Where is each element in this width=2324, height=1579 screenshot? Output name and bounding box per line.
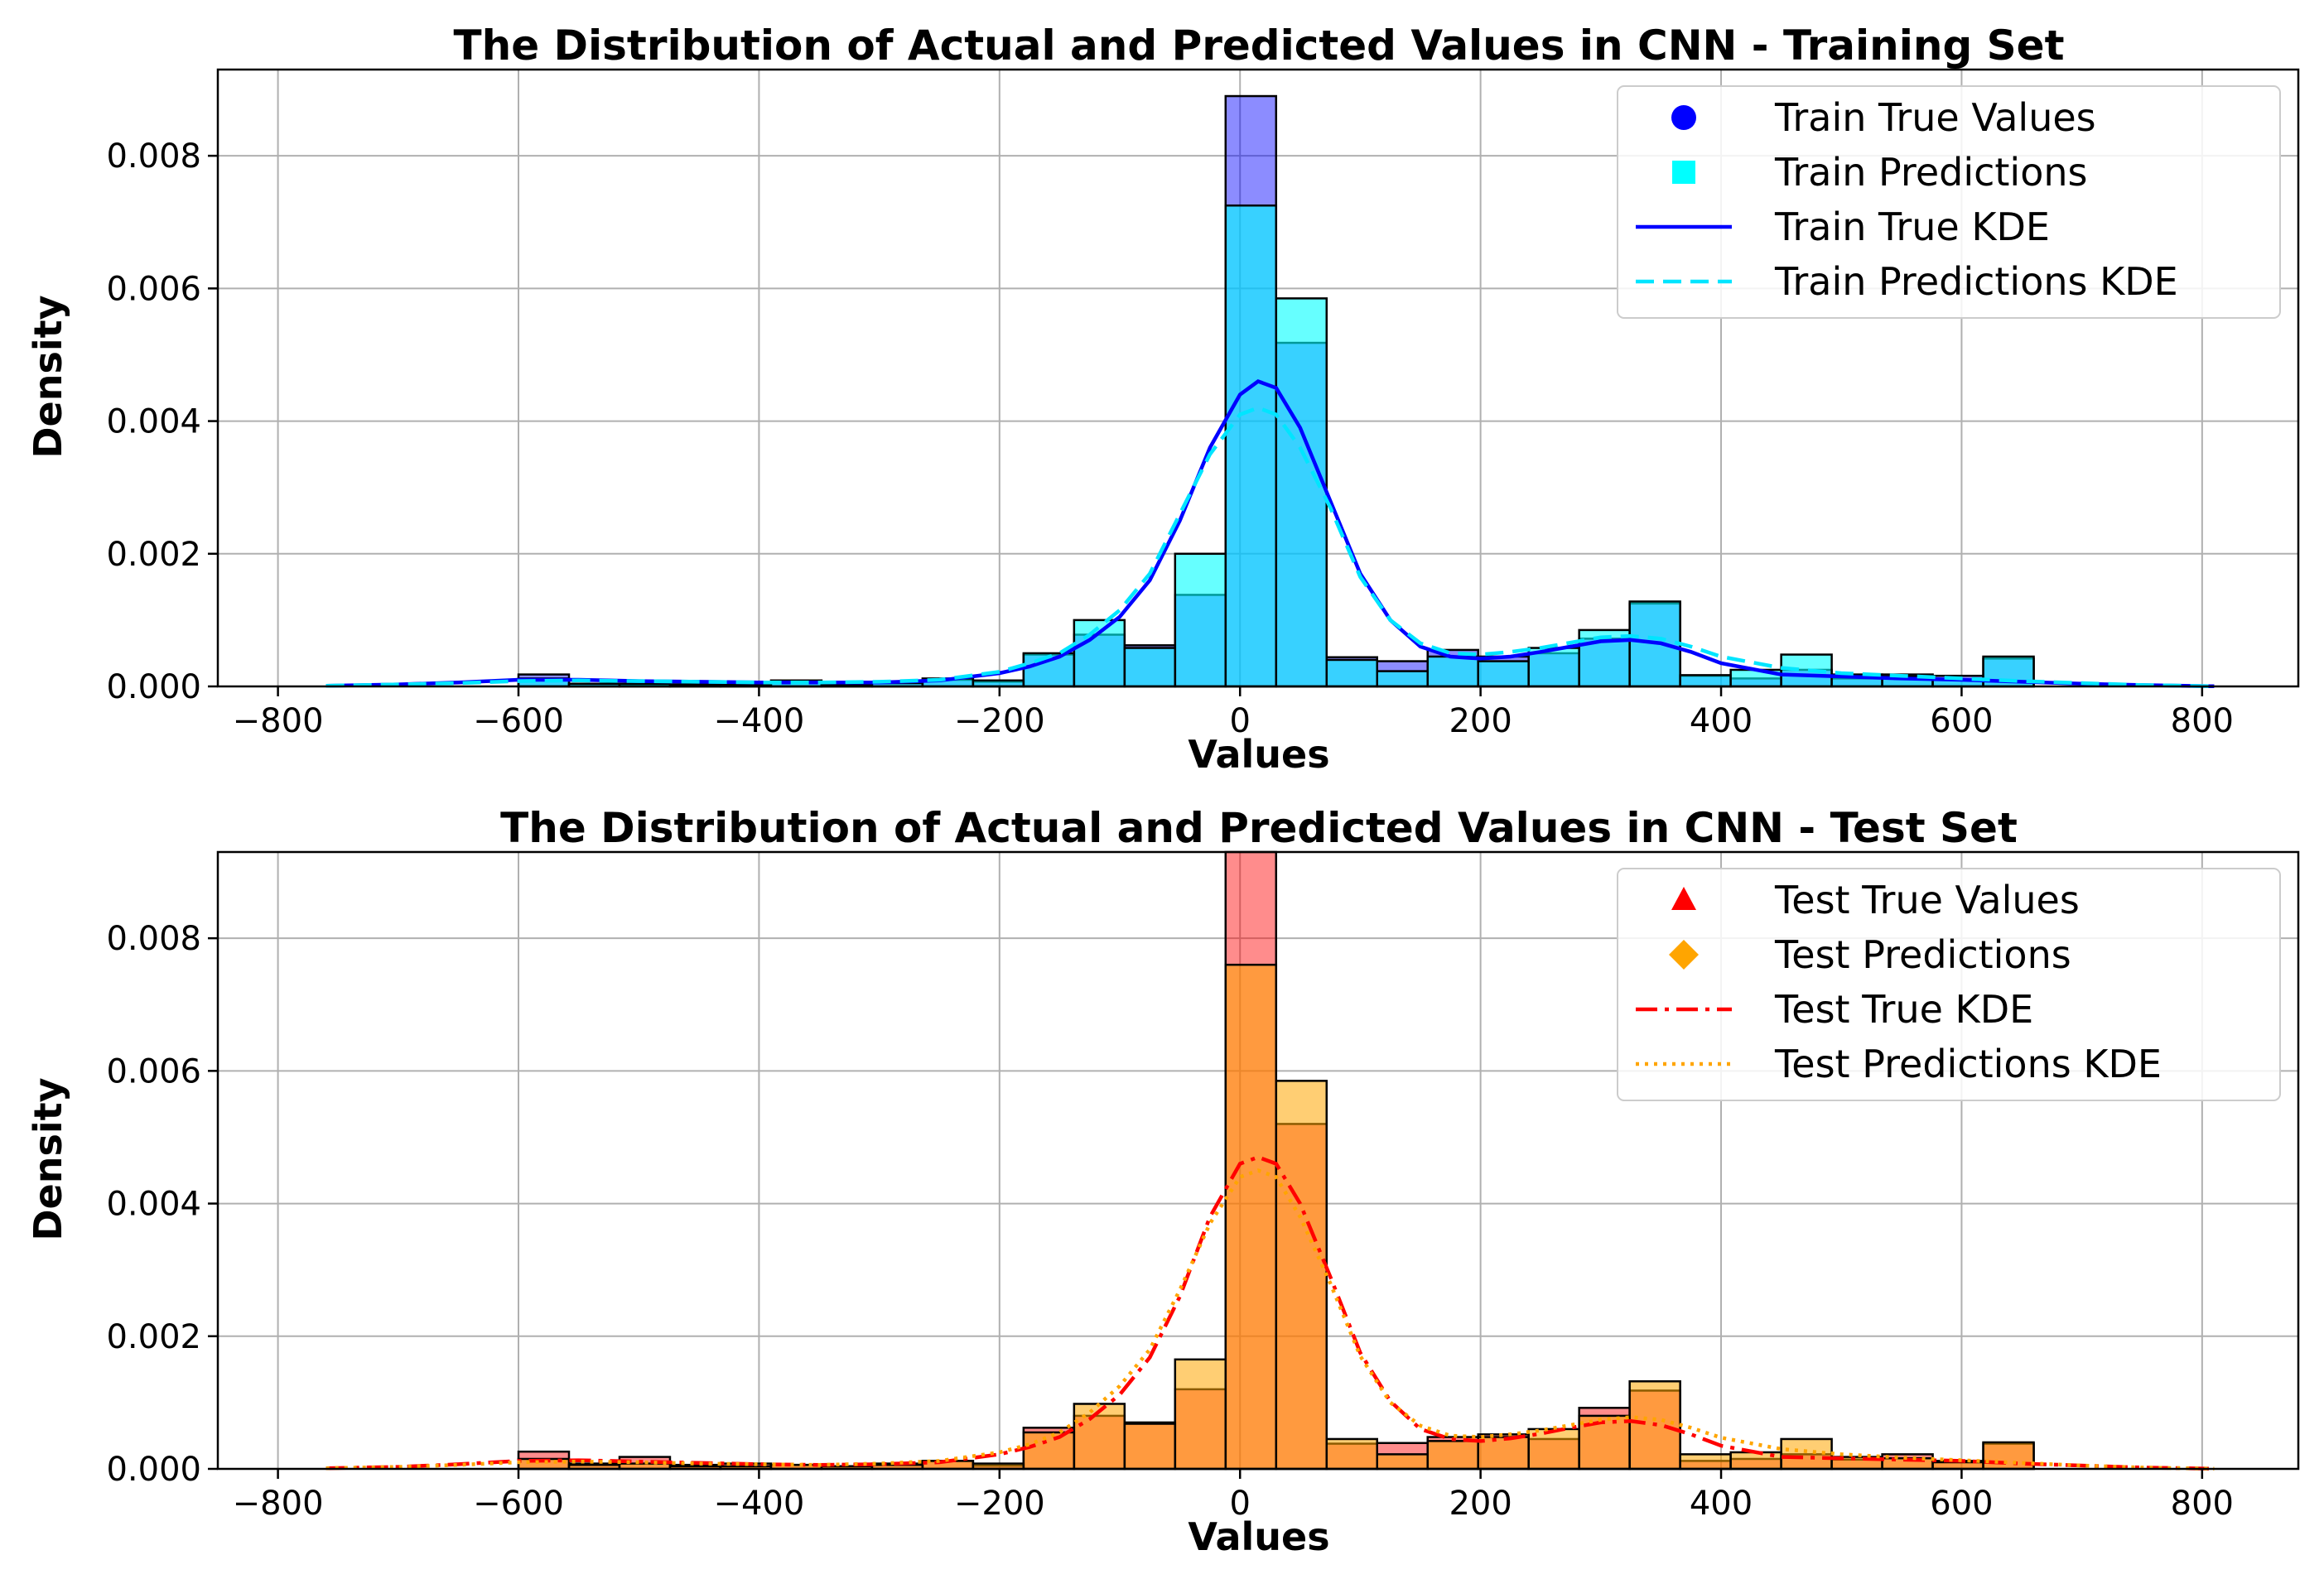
- plot-frame: [216, 850, 2300, 1471]
- x-tick-label: 200: [1449, 1485, 1512, 1523]
- histogram-bar: [1426, 1440, 1479, 1471]
- chart-title: The Distribution of Actual and Predicted…: [500, 804, 2018, 852]
- y-tick-label: 0.006: [106, 1052, 201, 1090]
- y-tick-label: 0.004: [106, 1186, 201, 1224]
- y-tick-label: 0.002: [106, 536, 201, 574]
- kde-line-test-true-kde: [325, 1155, 2215, 1471]
- x-axis-label: Values: [1188, 1514, 1329, 1559]
- triangle-marker-icon: [1671, 887, 1696, 910]
- legend-label: Test True KDE: [1774, 987, 2033, 1032]
- legend-label: Train True Values: [1774, 95, 2096, 140]
- histogram-bar: [1275, 1080, 1328, 1471]
- legend-box: [1617, 85, 2281, 319]
- histogram-bar: [1477, 660, 1530, 688]
- histogram-bar: [1073, 1403, 1126, 1471]
- y-tick-label: 0.000: [106, 1451, 201, 1489]
- y-tick-label: 0.008: [106, 137, 201, 176]
- x-tick-label: 0: [1229, 702, 1250, 740]
- x-axis-label: Values: [1188, 732, 1329, 777]
- legend-label: Test True Values: [1774, 878, 2080, 922]
- y-tick-label: 0.008: [106, 920, 201, 958]
- x-tick-label: −400: [713, 702, 804, 740]
- histogram-bar: [1325, 1437, 1379, 1471]
- x-tick-label: −600: [473, 1485, 564, 1523]
- legend-label: Train True KDE: [1774, 205, 2050, 249]
- square-marker-icon: [1672, 161, 1695, 184]
- y-tick-label: 0.004: [106, 403, 201, 441]
- legend: Test True Values Test Predictions Test Tru…: [1617, 868, 2281, 1101]
- training-set-panel: The Distribution of Actual and Predicted…: [26, 22, 2300, 777]
- y-tick-label: 0.006: [106, 270, 201, 308]
- kde-line-test-predictions-kde: [325, 1168, 2215, 1471]
- test-set-panel: The Distribution of Actual and Predicted…: [26, 804, 2300, 1559]
- histogram-bar: [1224, 963, 1278, 1471]
- y-tick-label: 0.000: [106, 668, 201, 706]
- x-tick-label: −200: [954, 1485, 1045, 1523]
- y-tick-label: 0.002: [106, 1318, 201, 1356]
- x-tick-label: −200: [954, 702, 1045, 740]
- circle-marker-icon: [1671, 105, 1696, 130]
- y-axis-label: Density: [26, 1077, 70, 1240]
- histogram-bar: [1174, 552, 1227, 688]
- x-tick-label: −600: [473, 702, 564, 740]
- legend-item: Test Predictions: [1669, 932, 2071, 977]
- histogram-bar: [1376, 670, 1429, 688]
- histogram-bar: [1275, 297, 1328, 688]
- histogram-bar: [1073, 619, 1126, 688]
- diamond-marker-icon: [1669, 940, 1699, 970]
- histogram-bar: [1123, 1423, 1177, 1471]
- legend-item: Train Predictions KDE: [1636, 259, 2178, 304]
- x-tick-label: 600: [1930, 1485, 1993, 1523]
- x-tick-label: 800: [2171, 702, 2234, 740]
- histogram-bar: [1679, 1453, 1732, 1471]
- histogram-train-predictions: [517, 204, 2035, 688]
- x-tick-label: −800: [233, 1485, 324, 1523]
- histogram-bar: [1376, 1453, 1429, 1471]
- legend-label: Test Predictions: [1774, 932, 2071, 977]
- x-tick-label: 400: [1690, 1485, 1753, 1523]
- histogram-bar: [1426, 655, 1479, 688]
- legend-label: Train Predictions KDE: [1774, 259, 2178, 304]
- histogram-bar: [1224, 204, 1278, 688]
- legend-item: Train True Values: [1671, 95, 2096, 140]
- plot-frame: [216, 68, 2300, 688]
- legend-item: Test True KDE: [1636, 987, 2033, 1032]
- x-tick-label: 600: [1930, 702, 1993, 740]
- histogram-bar: [1174, 1358, 1227, 1471]
- legend-label: Test Predictions KDE: [1774, 1042, 2162, 1086]
- x-tick-label: 200: [1449, 702, 1512, 740]
- histogram-bar: [1477, 1436, 1530, 1471]
- chart-title: The Distribution of Actual and Predicted…: [454, 22, 2065, 70]
- legend-item: Test True Values: [1671, 878, 2080, 922]
- histogram-bar: [1123, 647, 1177, 688]
- legend-item: Train True KDE: [1636, 205, 2050, 249]
- legend: Train True Values Train Predictions Train …: [1617, 85, 2281, 319]
- legend-label: Train Predictions: [1774, 150, 2087, 195]
- histogram-bar: [1679, 674, 1732, 688]
- x-tick-label: 800: [2171, 1485, 2234, 1523]
- x-tick-label: −400: [713, 1485, 804, 1523]
- histogram-bar: [1022, 1431, 1076, 1471]
- x-tick-label: 0: [1229, 1485, 1250, 1523]
- kde-line-train-predictions-kde: [325, 406, 2215, 689]
- x-tick-label: −800: [233, 702, 324, 740]
- y-axis-label: Density: [26, 295, 70, 458]
- legend-item: Train Predictions: [1672, 150, 2087, 195]
- legend-box: [1617, 868, 2281, 1101]
- legend-item: Test Predictions KDE: [1636, 1042, 2162, 1086]
- histogram-bar: [1325, 658, 1379, 688]
- x-tick-label: 400: [1690, 702, 1753, 740]
